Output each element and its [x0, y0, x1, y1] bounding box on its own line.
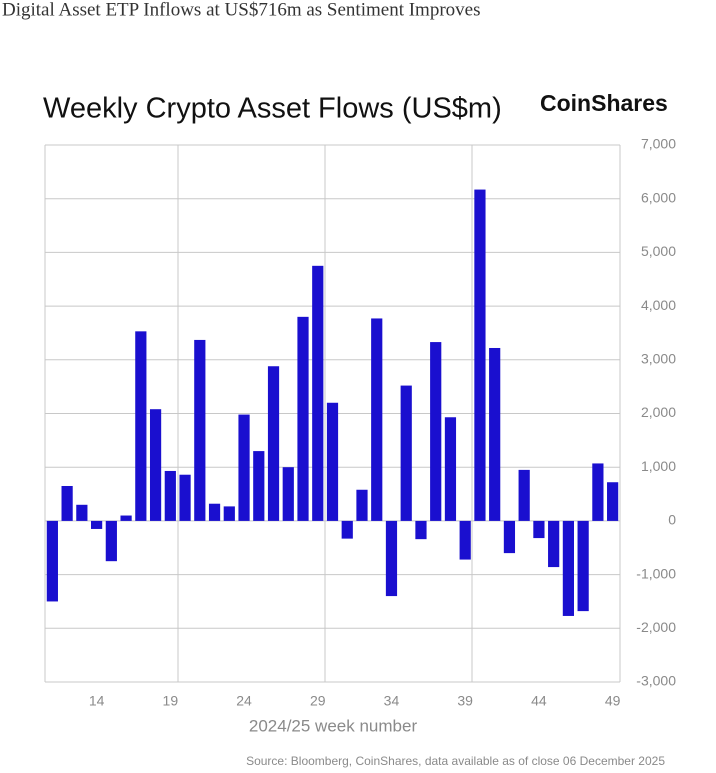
- bar: [503, 520, 516, 554]
- y-tick-label: 5,000: [641, 243, 676, 259]
- x-tick-label: 34: [384, 693, 400, 709]
- bar: [444, 417, 457, 521]
- bar: [164, 470, 176, 521]
- bar: [208, 503, 221, 521]
- bar: [400, 385, 412, 521]
- source: Source: Bloomberg, CoinShares, data avai…: [246, 754, 665, 768]
- bar: [76, 504, 88, 521]
- bar: [149, 409, 162, 521]
- bar: [577, 520, 589, 612]
- bar: [179, 474, 191, 521]
- bar: [548, 520, 560, 568]
- x-tick-label: 24: [236, 693, 252, 709]
- bar: [297, 316, 309, 521]
- bar: [474, 189, 486, 521]
- y-tick-label: 7,000: [641, 136, 676, 152]
- x-tick-label: 19: [163, 693, 179, 709]
- bar: [223, 506, 235, 521]
- y-tick-label: -2,000: [636, 619, 676, 635]
- x-tick-label: 49: [605, 693, 621, 709]
- bar: [415, 520, 427, 540]
- bar: [194, 339, 206, 521]
- bar: [459, 520, 471, 560]
- bar: [135, 331, 147, 521]
- bar: [312, 265, 324, 521]
- x-tick-label: 39: [457, 693, 473, 709]
- bar: [61, 485, 73, 521]
- bar: [371, 318, 383, 521]
- bar: [430, 342, 442, 521]
- bar: [120, 515, 132, 521]
- y-tick-label: 3,000: [641, 351, 676, 367]
- headline: Digital Asset ETP Inflows at US$716m as …: [2, 0, 480, 20]
- brand: CoinShares: [540, 90, 668, 116]
- bar: [253, 451, 265, 521]
- bar: [533, 520, 545, 539]
- y-tick-label: 1,000: [641, 458, 676, 474]
- y-tick-label: 2,000: [641, 404, 676, 420]
- bar: [489, 347, 501, 521]
- bar: [91, 520, 103, 529]
- bar: [326, 402, 339, 521]
- bar: [267, 366, 280, 521]
- bar: [518, 469, 530, 521]
- x-tick-label: 29: [310, 693, 326, 709]
- y-tick-label: -1,000: [636, 565, 676, 581]
- y-tick-label: 0: [668, 512, 676, 528]
- x-tick-label: 44: [531, 693, 547, 709]
- x-tick-label: 14: [89, 693, 105, 709]
- bar: [105, 520, 117, 562]
- bar: [238, 414, 250, 521]
- bar: [385, 520, 398, 597]
- chart-title: Weekly Crypto Asset Flows (US$m): [43, 93, 502, 125]
- y-tick-label: -3,000: [636, 673, 676, 689]
- bar: [592, 463, 604, 521]
- y-tick-label: 6,000: [641, 189, 676, 205]
- bar: [282, 467, 294, 521]
- x-axis-label: 2024/25 week number: [249, 716, 418, 735]
- bar: [341, 520, 353, 539]
- bar: [607, 482, 619, 521]
- bar: [562, 520, 574, 616]
- bar: [46, 520, 58, 602]
- bar: [356, 489, 368, 521]
- y-tick-label: 4,000: [641, 297, 676, 313]
